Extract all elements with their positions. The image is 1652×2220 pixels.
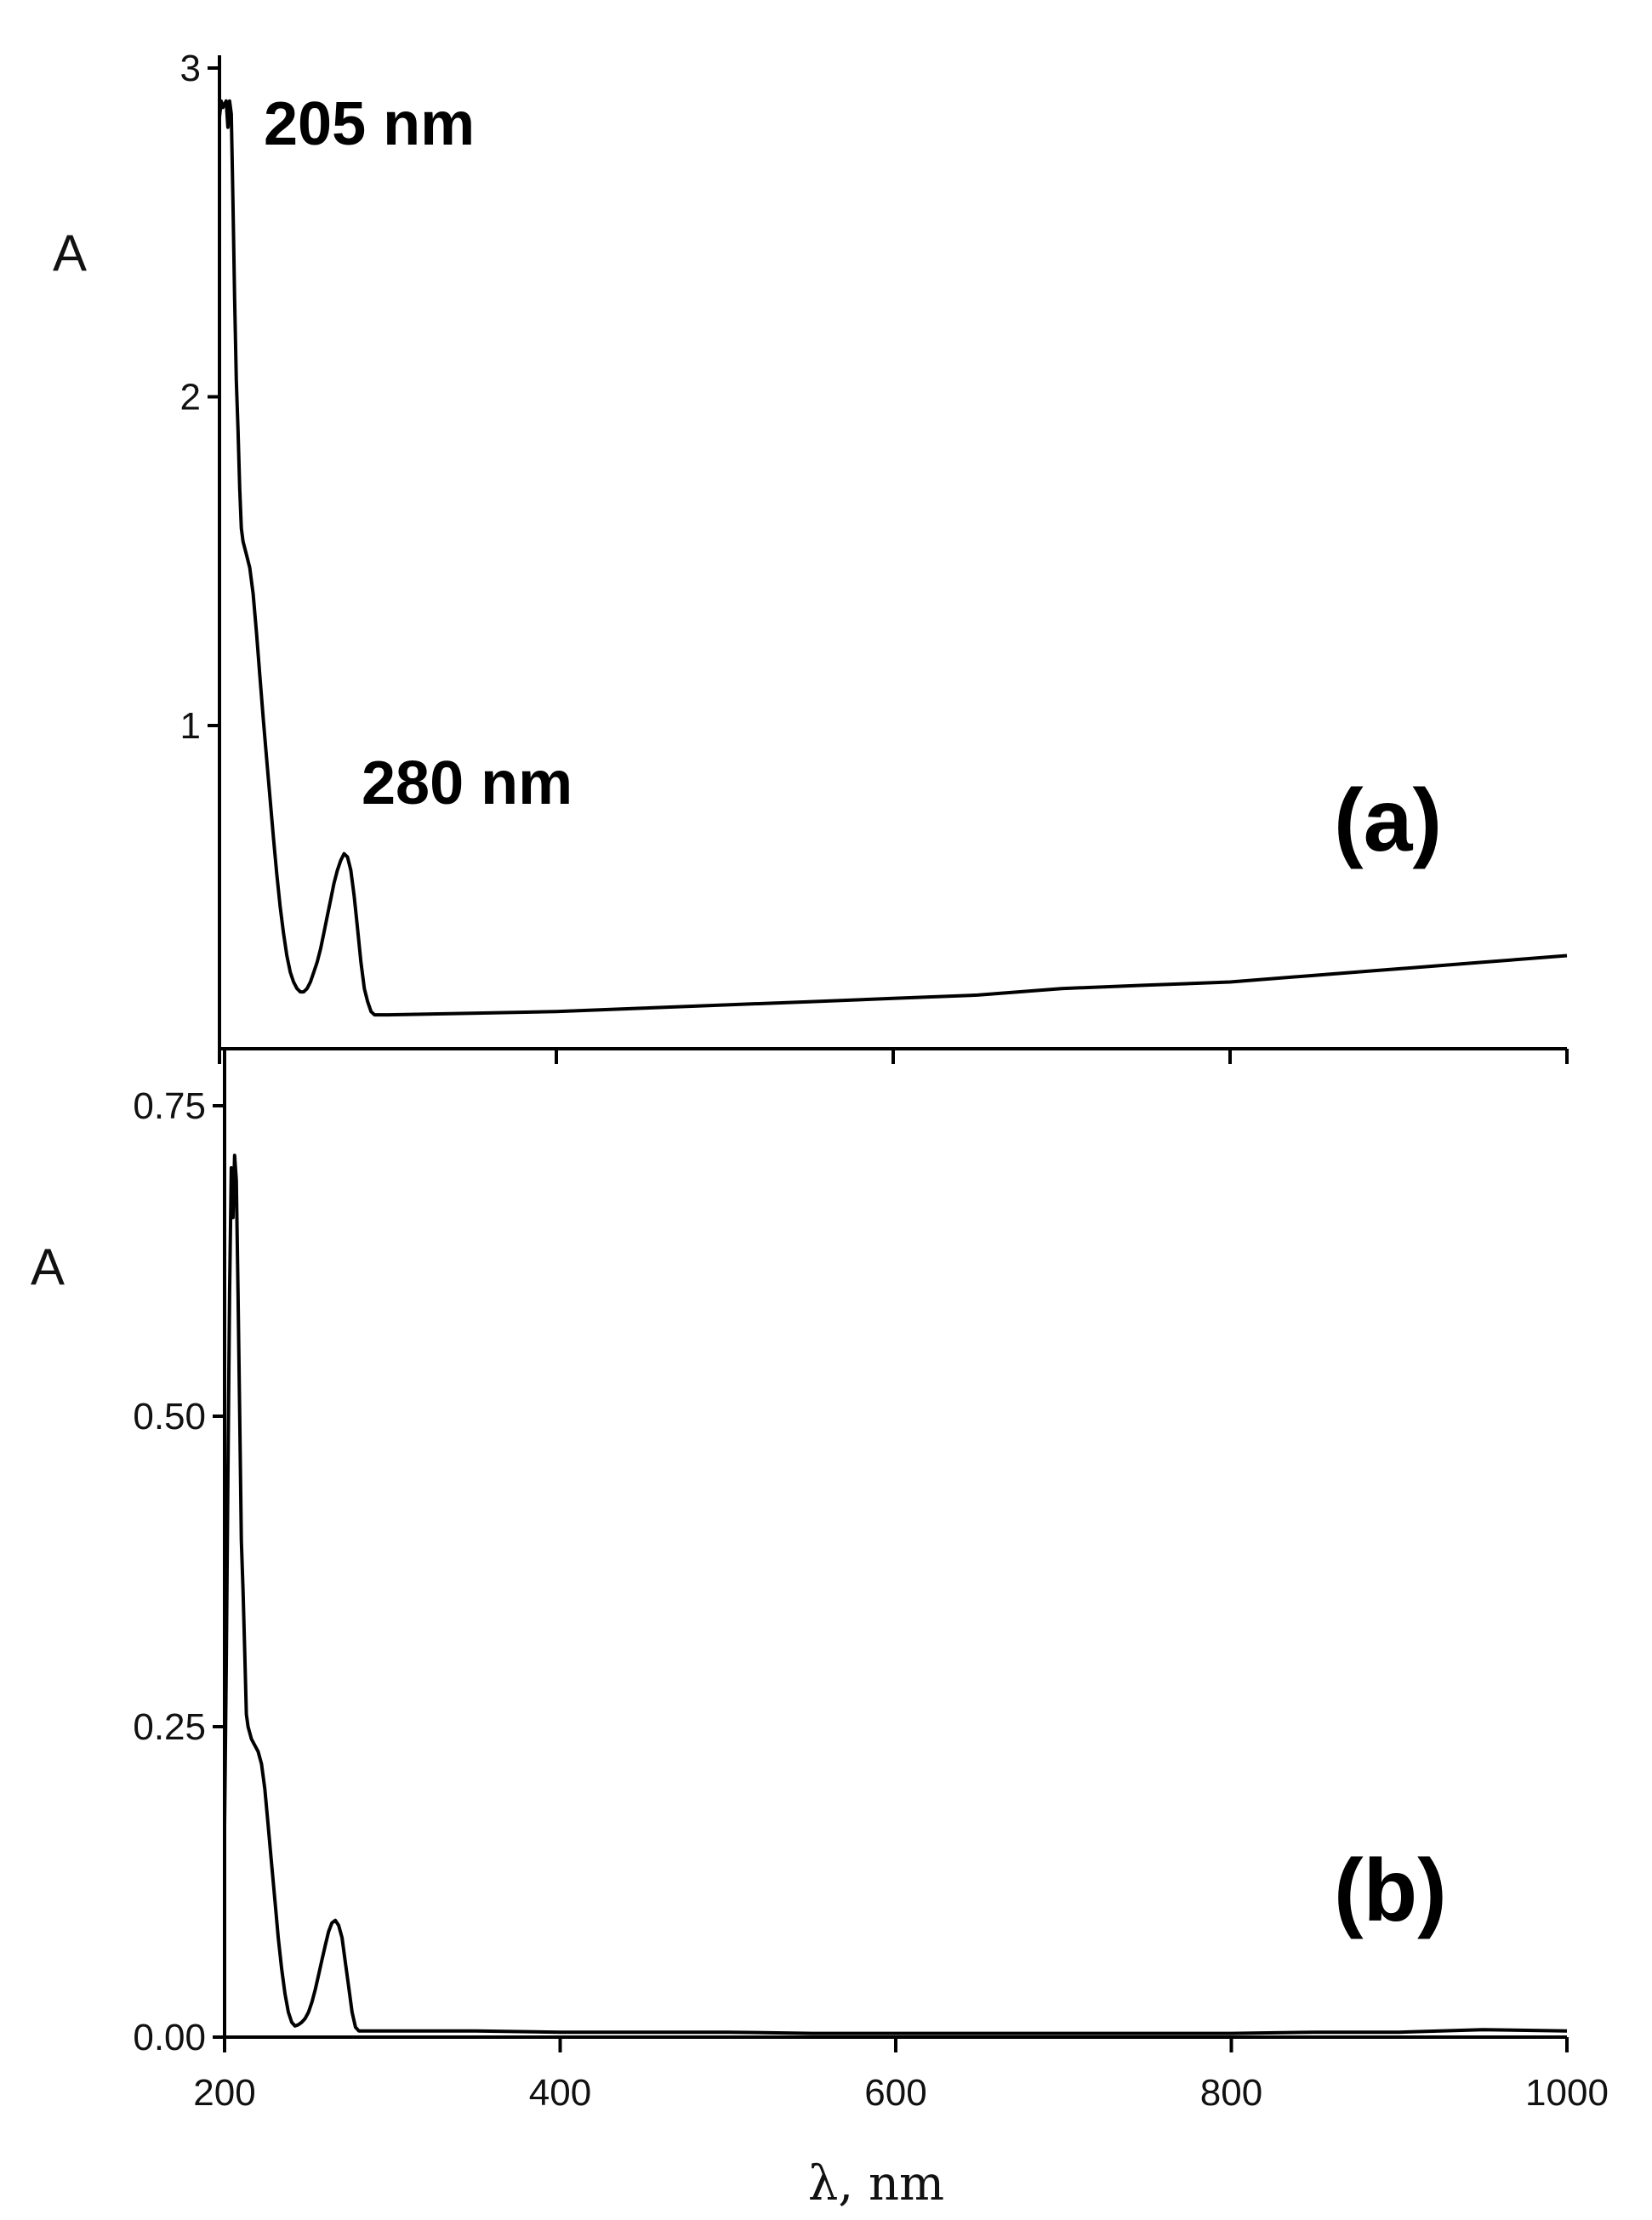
- panel-a: 1 2 3 A 205 nm 280 nm (a): [53, 48, 1569, 1064]
- panel-b-y-tick-label: 0.00: [133, 2017, 206, 2058]
- panel-a-y-ticks: 1 2 3: [180, 48, 219, 747]
- panel-b-label: (b): [1334, 1841, 1447, 1940]
- panel-a-label: (a): [1334, 771, 1442, 870]
- panel-a-y-tick-label: 3: [180, 48, 201, 89]
- panel-a-series-line: [218, 99, 1568, 1017]
- x-axis-title: λ, nm: [808, 2156, 944, 2211]
- panel-b-x-ticks: 200 400 600 800 1000: [193, 2037, 1609, 2114]
- panel-b-y-ticks: 0.00 0.25 0.50 0.75: [133, 1085, 225, 2058]
- panel-b: 0.000.250.500.75 200 400 600 800 1000 A (b) …: [31, 1049, 1609, 2211]
- x-tick-label: 600: [864, 2072, 926, 2114]
- panel-a-annotation-280nm: 280 nm: [362, 749, 573, 817]
- x-tick-label: 1000: [1525, 2072, 1609, 2114]
- x-tick-label: 400: [529, 2072, 591, 2114]
- panel-a-x-ticks: [218, 1049, 1569, 1064]
- panel-b-y-axis-title: A: [31, 1238, 65, 1295]
- panel-a-annotation-205nm: 205 nm: [264, 90, 475, 158]
- x-tick-label: 200: [193, 2072, 255, 2114]
- panel-b-series-line: [223, 1153, 1568, 2035]
- panel-b-y-tick-label: 0.25: [133, 1706, 206, 1748]
- panel-b-y-tick-label: 0.50: [133, 1396, 206, 1437]
- panel-a-y-tick-label: 2: [180, 377, 201, 418]
- panel-a-y-tick-label: 1: [180, 705, 201, 747]
- panel-b-y-tick-label: 0.75: [133, 1085, 206, 1127]
- panel-a-y-axis-title: A: [53, 225, 87, 282]
- x-tick-label: 800: [1200, 2072, 1262, 2114]
